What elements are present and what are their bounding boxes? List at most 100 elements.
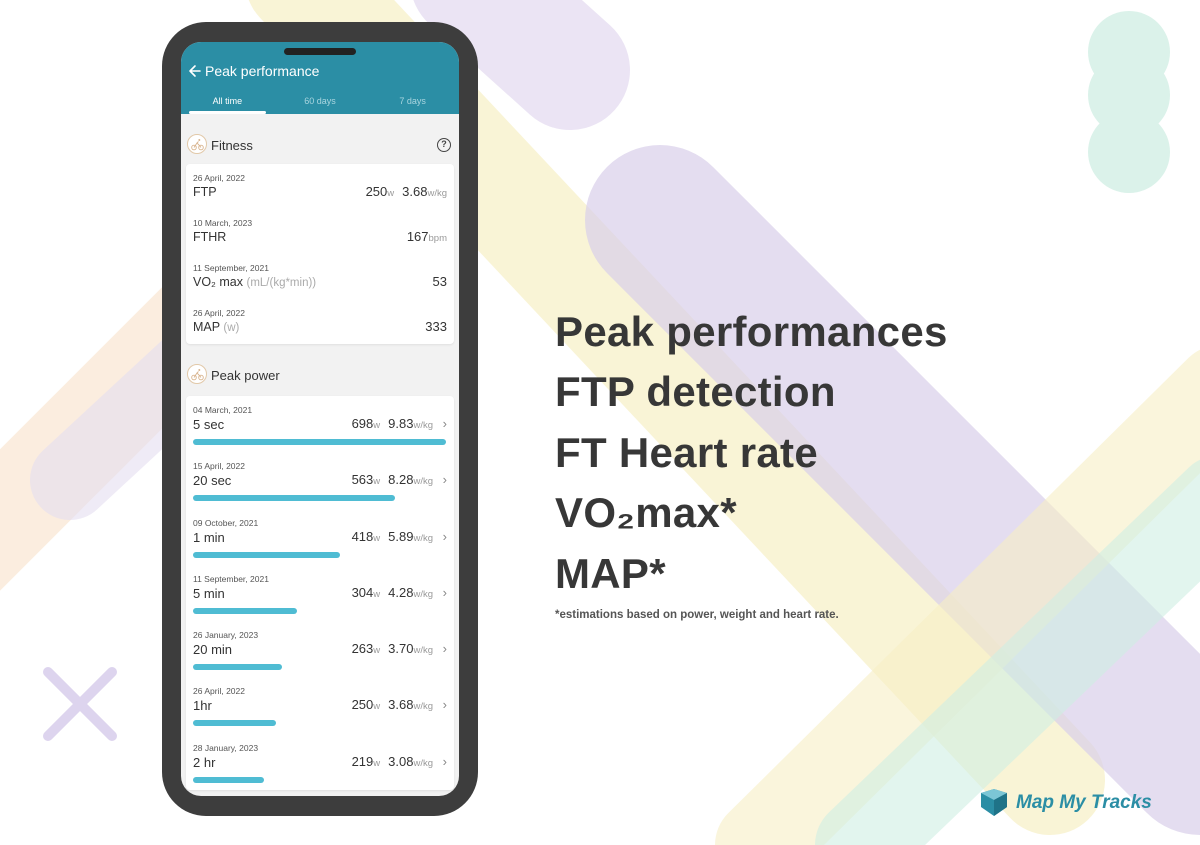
wkg-value: 4.28 xyxy=(388,584,414,600)
cyclist-icon xyxy=(187,134,207,154)
headline-map: MAP* xyxy=(555,550,666,597)
fitness-section-header: Fitness ? xyxy=(181,114,459,164)
wkg-value: 3.70 xyxy=(388,641,414,657)
unit: w xyxy=(373,645,381,657)
watts-value: 263 xyxy=(351,641,374,657)
unit: w/kg xyxy=(413,476,433,488)
watts-value: 250 xyxy=(351,697,374,713)
peak-power-row[interactable]: 11 September, 2021 5 min 304w 4.28w/kg › xyxy=(186,565,454,621)
watts-value: 304 xyxy=(351,584,374,600)
chevron-right-icon[interactable]: › xyxy=(442,641,447,657)
wkg-value: 8.28 xyxy=(388,472,414,488)
bg-circle-2 xyxy=(1088,54,1170,136)
row-label: VO₂ max (mL/(kg*min)) xyxy=(193,275,317,289)
peak-power-row[interactable]: 26 January, 2023 20 min 263w 3.70w/kg › xyxy=(186,621,454,677)
fitness-row-ftp: 26 April, 2022 FTP 250w 3.68w/kg xyxy=(186,164,454,209)
row-values: 263w 3.70w/kg xyxy=(352,641,433,656)
power-bar xyxy=(193,720,277,727)
power-bar xyxy=(193,551,340,558)
wkg-value: 3.68 xyxy=(388,697,414,713)
wkg-value: 3.08 xyxy=(388,753,414,769)
row-date: 26 April, 2022 xyxy=(193,686,245,697)
peak-power-row[interactable]: 28 January, 2023 2 hr 219w 3.08w/kg › xyxy=(186,734,454,790)
row-duration: 1 min xyxy=(193,529,225,545)
estimation-footnote: *estimations based on power, weight and … xyxy=(555,609,839,621)
row-label: FTHR xyxy=(193,230,227,244)
tab-7-days[interactable]: 7 days xyxy=(399,96,426,106)
phone-screen: Peak performance All time 60 days 7 days… xyxy=(181,42,459,796)
peak-power-row[interactable]: 04 March, 2021 5 sec 698w 9.83w/kg › xyxy=(186,396,454,452)
unit: w/kg xyxy=(413,645,433,657)
row-label: FTP xyxy=(193,185,217,199)
row-values: 563w 8.28w/kg xyxy=(352,472,433,487)
power-bar-track xyxy=(193,495,446,502)
page-title: Peak performance xyxy=(205,63,320,79)
phone-speaker xyxy=(284,48,356,55)
bg-cross-a xyxy=(43,667,117,741)
peak-power-row[interactable]: 15 April, 2022 20 sec 563w 8.28w/kg › xyxy=(186,452,454,508)
row-duration: 20 sec xyxy=(193,473,232,489)
watts-value: 563 xyxy=(351,472,374,488)
chevron-right-icon[interactable]: › xyxy=(442,528,447,544)
row-date: 11 September, 2021 xyxy=(193,573,269,584)
phone-mockup: Peak performance All time 60 days 7 days… xyxy=(162,22,478,816)
watts-value: 219 xyxy=(351,753,374,769)
row-duration: 2 hr xyxy=(193,754,216,770)
peak-power-row[interactable]: 26 April, 2022 1hr 250w 3.68w/kg › xyxy=(186,677,454,733)
row-date: 26 April, 2022 xyxy=(193,173,245,183)
power-bar-track xyxy=(193,551,446,558)
fitness-row-map: 26 April, 2022 MAP (w) 333 xyxy=(186,299,454,344)
row-date: 04 March, 2021 xyxy=(193,405,253,415)
row-duration: 1hr xyxy=(193,698,212,714)
arrow-left-icon[interactable] xyxy=(188,63,202,79)
wkg-value: 5.89 xyxy=(388,528,414,544)
unit: w xyxy=(387,188,395,199)
power-bar xyxy=(193,439,446,445)
power-bar xyxy=(193,607,297,614)
tab-60-days[interactable]: 60 days xyxy=(304,96,336,106)
unit: w/kg xyxy=(413,701,433,713)
peak-power-row[interactable]: 09 October, 2021 1 min 418w 5.89w/kg › xyxy=(186,509,454,565)
unit: w/kg xyxy=(413,532,433,544)
row-values: 250w 3.68w/kg xyxy=(366,184,447,199)
unit: w xyxy=(373,588,381,600)
row-values: 250w 3.68w/kg xyxy=(352,697,433,712)
row-values: 418w 5.89w/kg xyxy=(352,529,433,544)
vo2max-value: 53 xyxy=(432,274,447,289)
chevron-right-icon[interactable]: › xyxy=(442,697,447,713)
unit: w xyxy=(373,532,381,544)
fitness-title: Fitness xyxy=(211,138,253,153)
brand-name: Map My Tracks xyxy=(1016,792,1152,813)
power-bar-track xyxy=(193,720,446,727)
row-duration: 5 min xyxy=(193,585,225,601)
unit: w/kg xyxy=(413,757,433,769)
question-circle-icon[interactable]: ? xyxy=(437,138,451,152)
chevron-right-icon[interactable]: › xyxy=(442,472,447,488)
row-values: 53 xyxy=(433,274,447,289)
chevron-right-icon[interactable]: › xyxy=(442,584,447,600)
power-bar-track xyxy=(193,607,446,614)
unit: w xyxy=(373,420,381,431)
headline-vo2max: VO₂max* xyxy=(555,489,737,536)
row-values: 219w 3.08w/kg xyxy=(352,754,433,769)
unit: w xyxy=(373,757,381,769)
row-date: 11 September, 2021 xyxy=(193,263,269,273)
fitness-row-vo2max: 11 September, 2021 VO₂ max (mL/(kg*min))… xyxy=(186,254,454,299)
fitness-row-fthr: 10 March, 2023 FTHR 167bpm xyxy=(186,209,454,254)
row-date: 26 April, 2022 xyxy=(193,308,245,318)
watts-value: 698 xyxy=(351,416,374,431)
bg-circle-1 xyxy=(1088,11,1170,93)
ftp-watts: 250 xyxy=(365,184,388,199)
unit: w xyxy=(373,476,381,488)
row-date: 26 January, 2023 xyxy=(193,630,259,641)
row-values: 167bpm xyxy=(407,229,447,244)
chevron-right-icon[interactable]: › xyxy=(442,753,447,769)
chevron-right-icon[interactable]: › xyxy=(442,416,447,431)
power-bar xyxy=(193,664,282,671)
row-values: 304w 4.28w/kg xyxy=(352,585,433,600)
power-bar-track xyxy=(193,776,446,783)
row-values: 333 xyxy=(425,319,447,334)
tab-all-time[interactable]: All time xyxy=(181,94,274,114)
row-duration: 20 min xyxy=(193,642,233,658)
headline-ftp-detection: FTP detection xyxy=(555,368,836,415)
